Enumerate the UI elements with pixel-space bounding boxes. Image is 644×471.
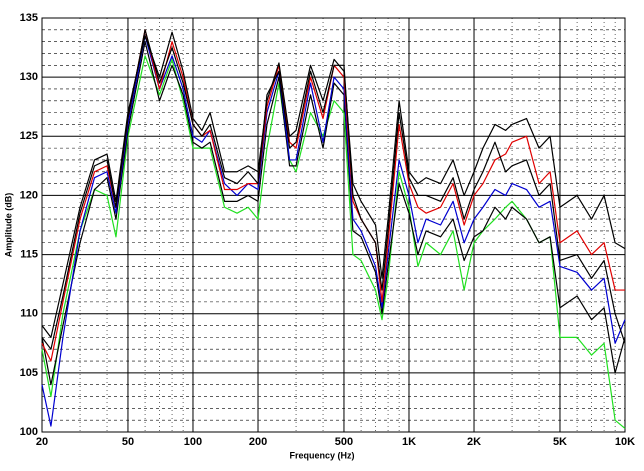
- series-line: [41, 31, 626, 338]
- y-axis-title: Amplitude (dB): [3, 193, 13, 258]
- y-tick-label: 120: [20, 189, 38, 201]
- x-tick-label: 500: [335, 436, 353, 448]
- y-tick-label: 130: [20, 71, 38, 83]
- y-tick-label: 125: [20, 130, 38, 142]
- y-tick-label: 105: [20, 367, 38, 379]
- series-line: [41, 35, 626, 427]
- series-line: [41, 29, 626, 350]
- series-line: [41, 41, 626, 386]
- x-tick-label: 5K: [553, 436, 567, 448]
- x-tick-label: 1K: [402, 436, 416, 448]
- x-tick-label: 200: [249, 436, 267, 448]
- x-tick-label: 50: [122, 436, 134, 448]
- plot-frame: [41, 17, 626, 433]
- x-tick-label: 10K: [615, 436, 635, 448]
- x-tick-label: 20: [36, 436, 48, 448]
- x-tick-label: 2K: [467, 436, 481, 448]
- x-axis-title: Frequency (Hz): [289, 450, 354, 460]
- y-tick-label: 135: [20, 12, 38, 24]
- y-tick-label: 110: [20, 308, 38, 320]
- x-tick-label: 100: [184, 436, 202, 448]
- y-tick-label: 115: [20, 248, 38, 260]
- y-tick-label: 100: [20, 426, 38, 438]
